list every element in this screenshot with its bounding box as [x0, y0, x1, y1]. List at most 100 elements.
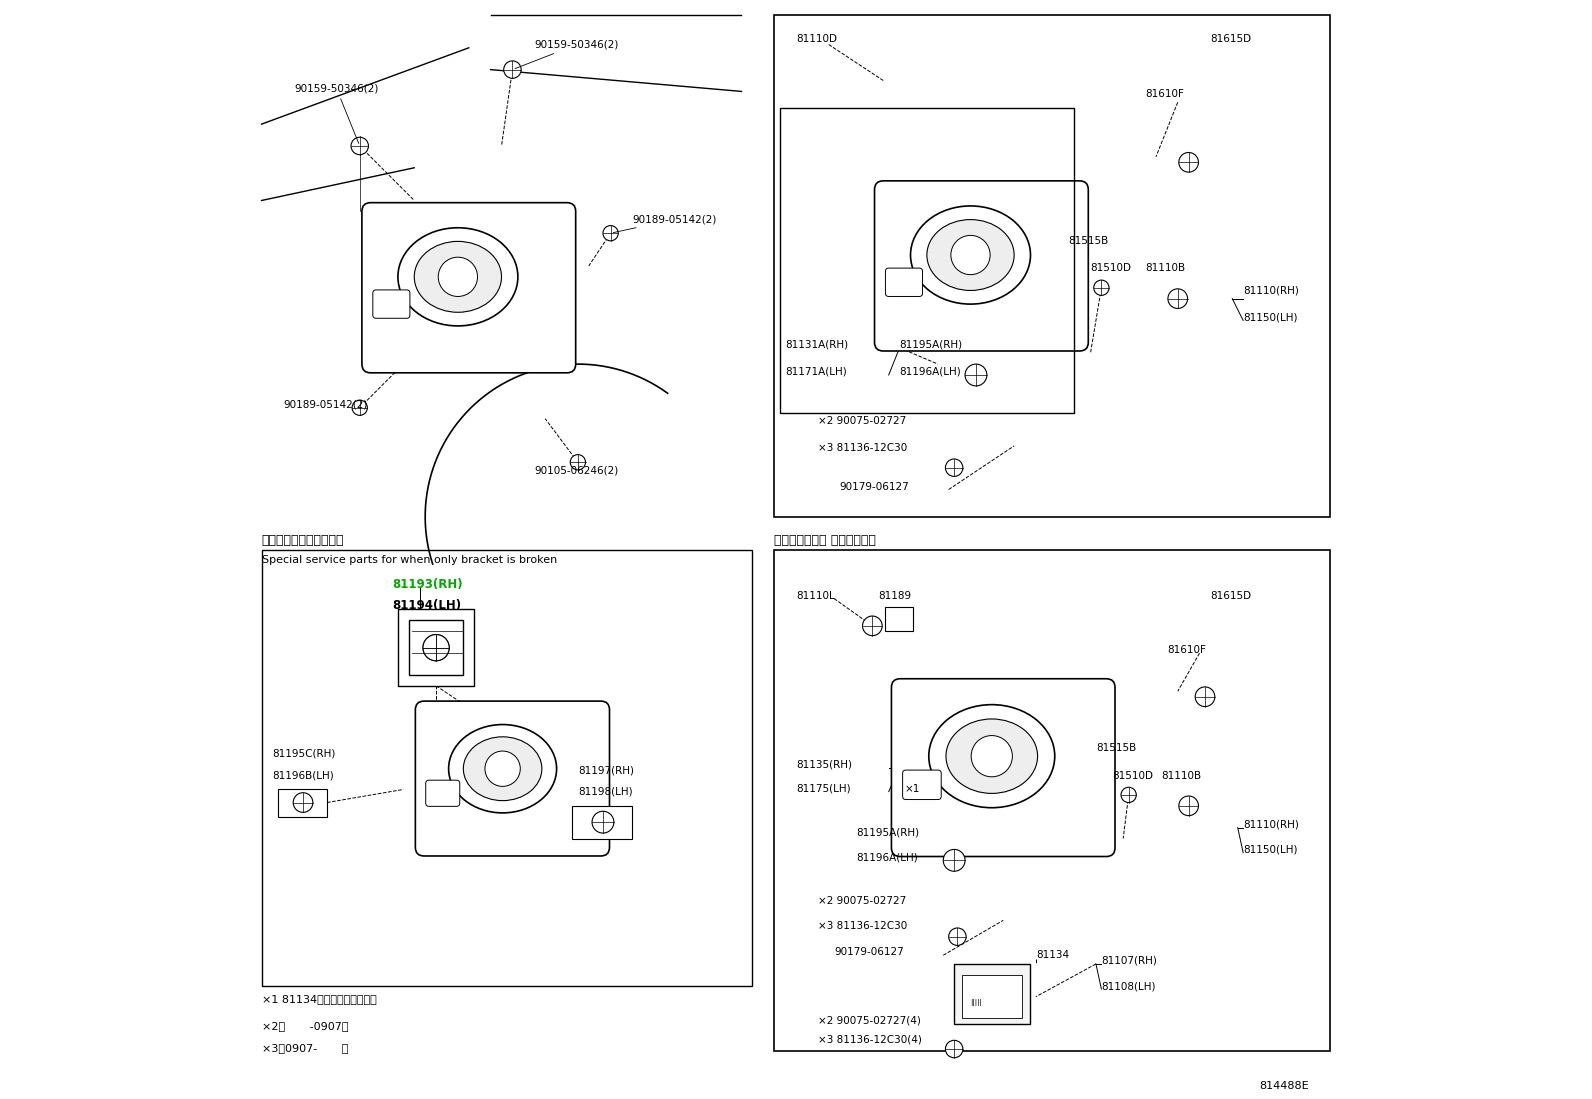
Text: 81110(RH): 81110(RH)	[1243, 820, 1299, 830]
Text: 90189-05142(2): 90189-05142(2)	[283, 400, 368, 410]
Text: 81135(RH): 81135(RH)	[796, 759, 852, 769]
Circle shape	[1178, 153, 1199, 173]
Circle shape	[423, 634, 449, 660]
Text: 81196A(LH): 81196A(LH)	[856, 853, 917, 863]
Text: 90179-06127: 90179-06127	[839, 481, 909, 491]
FancyBboxPatch shape	[279, 789, 326, 817]
Text: 90105-06246(2): 90105-06246(2)	[535, 463, 618, 475]
Text: 81615D: 81615D	[1210, 590, 1251, 600]
Text: 81515B: 81515B	[1095, 743, 1137, 753]
FancyBboxPatch shape	[874, 181, 1089, 351]
Text: 81175(LH): 81175(LH)	[796, 784, 850, 793]
Ellipse shape	[928, 704, 1055, 808]
Circle shape	[950, 235, 990, 275]
FancyBboxPatch shape	[373, 290, 409, 319]
Circle shape	[592, 811, 615, 833]
Circle shape	[352, 400, 368, 415]
Text: 81110B: 81110B	[1145, 264, 1184, 274]
Text: 81171A(LH): 81171A(LH)	[785, 367, 847, 377]
Ellipse shape	[463, 736, 541, 801]
Text: 81195C(RH): 81195C(RH)	[272, 748, 336, 758]
Text: 81150(LH): 81150(LH)	[1243, 312, 1297, 322]
Circle shape	[293, 792, 314, 812]
Text: 814488E: 814488E	[1259, 1081, 1309, 1091]
Circle shape	[570, 455, 586, 470]
Text: 90189-05142(2): 90189-05142(2)	[613, 214, 716, 233]
Text: 81194(LH): 81194(LH)	[393, 599, 462, 612]
Text: 81134: 81134	[1036, 951, 1070, 961]
Text: ×3 81136-12C30: ×3 81136-12C30	[818, 921, 907, 931]
FancyBboxPatch shape	[903, 770, 941, 800]
Ellipse shape	[398, 227, 517, 326]
Circle shape	[603, 225, 618, 241]
Text: 81615D: 81615D	[1210, 34, 1251, 44]
FancyBboxPatch shape	[885, 608, 912, 631]
Ellipse shape	[927, 220, 1014, 290]
Text: 81110(RH): 81110(RH)	[1243, 286, 1299, 296]
Text: 81195A(RH): 81195A(RH)	[856, 828, 919, 837]
Text: 81510D: 81510D	[1091, 264, 1132, 274]
Text: 81189: 81189	[877, 590, 911, 600]
Circle shape	[863, 617, 882, 635]
Text: ディスチャージ ヘッドランプ: ディスチャージ ヘッドランプ	[774, 534, 876, 547]
Circle shape	[1169, 289, 1188, 309]
Circle shape	[503, 60, 521, 78]
Text: 90159-50346(2): 90159-50346(2)	[516, 40, 619, 68]
Text: 81110L: 81110L	[796, 590, 834, 600]
FancyBboxPatch shape	[954, 964, 1030, 1024]
Circle shape	[1094, 280, 1110, 296]
Text: ×2（       -0907）: ×2（ -0907）	[261, 1021, 349, 1031]
Text: ×3 81136-12C30(4): ×3 81136-12C30(4)	[818, 1034, 922, 1044]
Text: 81110B: 81110B	[1162, 770, 1202, 780]
FancyBboxPatch shape	[409, 621, 463, 675]
Text: 90179-06127: 90179-06127	[834, 947, 904, 957]
Circle shape	[1121, 787, 1137, 802]
Text: 81108(LH): 81108(LH)	[1102, 981, 1156, 991]
Text: ×2 90075-02727: ×2 90075-02727	[818, 417, 906, 426]
Text: 81510D: 81510D	[1113, 770, 1153, 780]
Text: ×1 81134が構成に含まれます: ×1 81134が構成に含まれます	[261, 995, 376, 1004]
FancyBboxPatch shape	[962, 975, 1022, 1019]
Text: ×2 90075-02727(4): ×2 90075-02727(4)	[818, 1015, 920, 1026]
Circle shape	[946, 1041, 963, 1057]
Circle shape	[971, 735, 1013, 777]
Text: ×1: ×1	[906, 784, 920, 793]
Text: 90159-50346(2): 90159-50346(2)	[295, 84, 379, 143]
Circle shape	[1178, 796, 1199, 815]
Text: 81610F: 81610F	[1145, 89, 1184, 99]
Text: ×2 90075-02727: ×2 90075-02727	[818, 896, 906, 906]
Text: ×3 81136-12C30: ×3 81136-12C30	[818, 443, 907, 454]
Text: 81195A(RH): 81195A(RH)	[899, 340, 963, 349]
Text: 81515B: 81515B	[1068, 236, 1110, 246]
Circle shape	[965, 364, 987, 386]
Text: |||||: |||||	[971, 999, 982, 1007]
FancyBboxPatch shape	[892, 679, 1114, 856]
Circle shape	[949, 928, 966, 945]
Text: 81110D: 81110D	[796, 34, 837, 44]
Text: ×3（0907-       ）: ×3（0907- ）	[261, 1043, 349, 1053]
Text: 81197(RH): 81197(RH)	[578, 765, 634, 775]
Text: Special service parts for when only bracket is broken: Special service parts for when only brac…	[261, 555, 557, 565]
Text: 81193(RH): 81193(RH)	[393, 578, 463, 590]
Circle shape	[438, 257, 478, 297]
FancyBboxPatch shape	[573, 806, 632, 839]
Ellipse shape	[414, 242, 501, 312]
Ellipse shape	[449, 724, 557, 813]
Circle shape	[423, 634, 449, 660]
Text: 81107(RH): 81107(RH)	[1102, 956, 1157, 966]
Circle shape	[350, 137, 368, 155]
Text: 81131A(RH): 81131A(RH)	[785, 340, 849, 349]
Circle shape	[486, 751, 521, 787]
Text: 車両取付部の補修用部品: 車両取付部の補修用部品	[261, 534, 344, 547]
Text: 81610F: 81610F	[1167, 645, 1205, 655]
Text: 81150(LH): 81150(LH)	[1243, 845, 1297, 855]
Ellipse shape	[911, 206, 1030, 304]
Circle shape	[946, 459, 963, 477]
Text: 81196B(LH): 81196B(LH)	[272, 770, 334, 780]
Text: 81198(LH): 81198(LH)	[578, 787, 632, 797]
Circle shape	[942, 850, 965, 872]
FancyBboxPatch shape	[416, 701, 610, 856]
Circle shape	[1196, 687, 1215, 707]
FancyBboxPatch shape	[361, 202, 576, 373]
Ellipse shape	[946, 719, 1038, 793]
